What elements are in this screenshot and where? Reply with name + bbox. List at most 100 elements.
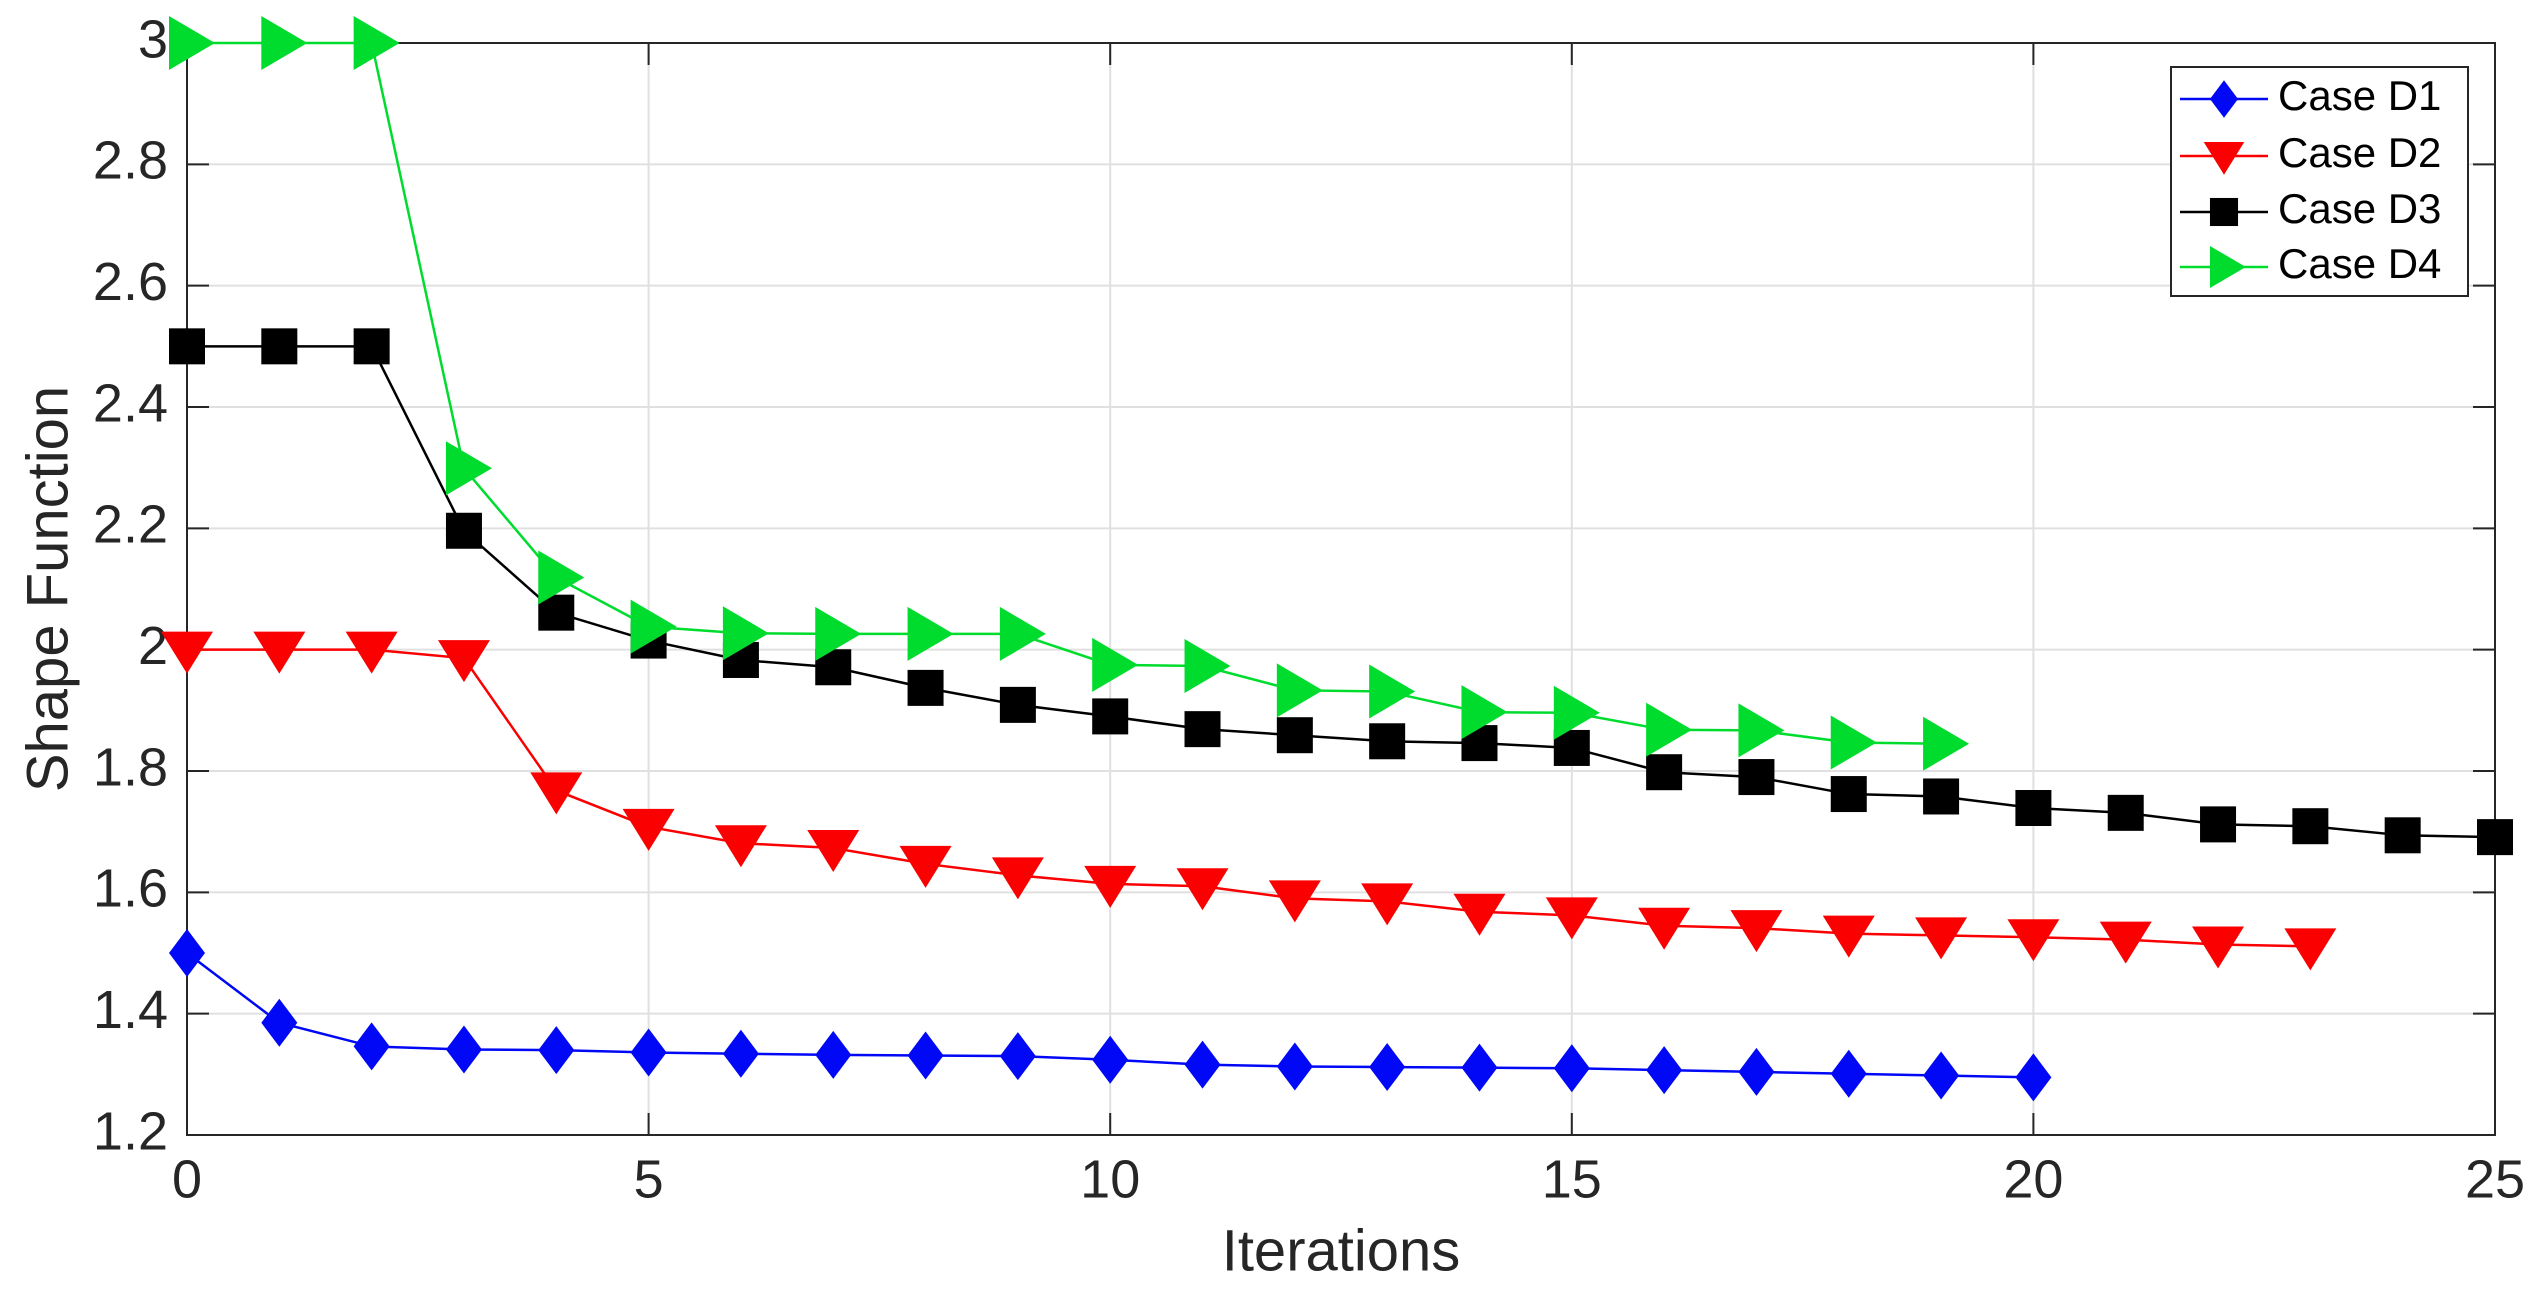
square-marker	[2107, 794, 2144, 831]
series-case-d1	[169, 929, 2052, 1102]
x-tick-label: 10	[1080, 1149, 1140, 1209]
triangle-right-marker	[1923, 716, 1970, 771]
diamond-marker	[1092, 1035, 1129, 1084]
triangle-down-marker	[1915, 917, 1968, 960]
triangle-right-marker	[1184, 639, 1231, 694]
x-axis-tick-labels: 0 5 10 15 20 25	[172, 1149, 2525, 1209]
diamond-marker	[169, 929, 205, 977]
x-axis-label: Iterations	[1222, 1218, 1461, 1283]
y-tick-label: 2.8	[93, 131, 168, 191]
square-marker	[1369, 723, 1406, 760]
square-marker	[169, 328, 205, 365]
triangle-right-marker	[538, 550, 585, 605]
square-marker	[445, 512, 482, 549]
triangle-right-marker	[1830, 715, 1877, 770]
triangle-down-marker	[1361, 883, 1414, 926]
triangle-right-marker	[169, 16, 215, 70]
square-marker	[2209, 197, 2239, 227]
y-axis-label: Shape Function	[15, 386, 80, 792]
triangle-down-marker	[2284, 928, 2337, 971]
triangle-down-marker	[1730, 910, 1783, 953]
triangle-down-marker	[530, 772, 583, 815]
triangle-down-marker	[1822, 915, 1875, 958]
diamond-marker	[1830, 1049, 1867, 1098]
triangle-right-marker	[907, 606, 954, 661]
legend: Case D1 Case D2 Case D3 Case D4	[2170, 66, 2469, 297]
legend-entry-case-d1: Case D1	[2180, 72, 2441, 119]
x-tick-label: 25	[2465, 1149, 2525, 1209]
diamond-marker	[630, 1028, 667, 1077]
square-marker	[1646, 754, 1683, 791]
triangle-down-marker	[899, 845, 952, 888]
diamond-marker	[1553, 1044, 1590, 1093]
triangle-right-marker	[353, 16, 400, 70]
triangle-down-marker	[714, 825, 767, 868]
square-marker	[2477, 819, 2513, 856]
triangle-right-marker	[2209, 245, 2246, 289]
gridlines	[187, 43, 2495, 1135]
diamond-marker	[1738, 1047, 1775, 1096]
y-tick-label: 2	[138, 616, 168, 676]
triangle-down-marker	[622, 808, 675, 851]
y-tick-label: 1.8	[93, 737, 168, 797]
legend-label: Case D4	[2278, 240, 2441, 287]
triangle-right-marker	[1738, 703, 1785, 758]
diamond-marker	[907, 1031, 944, 1080]
plot-box	[186, 42, 2496, 1136]
square-marker	[1184, 711, 1221, 748]
diamond-marker	[1276, 1042, 1313, 1091]
triangle-down-marker	[2007, 919, 2060, 962]
diamond-marker	[1923, 1051, 1960, 1100]
triangle-down-marker	[1268, 880, 1321, 923]
square-marker	[1923, 778, 1960, 815]
triangle-right-marker	[815, 606, 862, 661]
series-case-d2	[161, 631, 2337, 971]
y-tick-label: 2.6	[93, 252, 168, 312]
y-axis-tick-labels: 1.2 1.4 1.6 1.8 2 2.2 2.4 2.6 2.8 3	[93, 9, 168, 1161]
triangle-down-marker	[345, 631, 398, 674]
legend-label: Case D2	[2278, 129, 2441, 176]
series-line-case-d2	[187, 648, 2311, 948]
triangle-down-marker	[1453, 893, 1506, 936]
square-marker	[1092, 698, 1129, 735]
diamond-marker	[1369, 1043, 1406, 1092]
legend-label: Case D3	[2278, 185, 2441, 232]
x-tick-label: 5	[634, 1149, 664, 1209]
triangle-right-marker	[445, 441, 492, 496]
legend-entry-case-d2: Case D2	[2180, 129, 2441, 176]
series-case-d3	[169, 328, 2513, 856]
triangle-down-marker	[1638, 907, 1691, 950]
triangle-down-marker	[991, 857, 1044, 900]
triangle-right-marker	[1646, 702, 1693, 757]
triangle-down-marker	[2203, 141, 2245, 175]
square-marker	[2292, 808, 2329, 845]
legend-entry-case-d3: Case D3	[2180, 185, 2441, 232]
y-tick-label: 1.4	[93, 980, 168, 1040]
triangle-right-marker	[1092, 637, 1139, 692]
y-tick-label: 1.6	[93, 859, 168, 919]
triangle-down-marker	[2099, 921, 2152, 964]
triangle-right-marker	[1369, 664, 1416, 719]
y-tick-label: 2.4	[93, 373, 168, 433]
square-marker	[2015, 790, 2052, 827]
square-marker	[1738, 759, 1775, 796]
square-marker	[2384, 817, 2421, 854]
triangle-down-marker	[807, 830, 860, 873]
square-marker	[1830, 776, 1867, 813]
triangle-down-marker	[1545, 897, 1598, 940]
triangle-right-marker	[261, 16, 308, 70]
diamond-marker	[1646, 1046, 1683, 1095]
x-tick-label: 0	[172, 1149, 202, 1209]
diamond-marker	[1184, 1040, 1221, 1089]
triangle-down-marker	[1176, 868, 1229, 911]
triangle-down-marker	[1084, 865, 1137, 908]
diamond-marker	[538, 1026, 575, 1075]
square-marker	[907, 669, 944, 706]
triangle-right-marker	[1461, 685, 1508, 740]
square-marker	[2200, 806, 2237, 843]
diamond-marker	[1461, 1043, 1498, 1092]
triangle-right-marker	[1276, 663, 1323, 718]
